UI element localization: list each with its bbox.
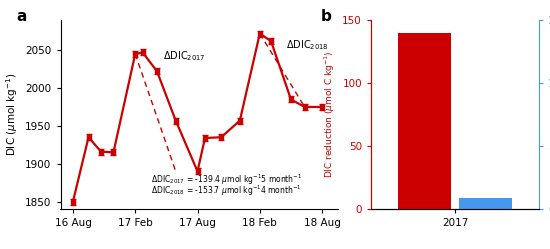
Text: $\Delta$DIC$_{2018}$: $\Delta$DIC$_{2018}$ (286, 39, 329, 53)
Y-axis label: DIC ($\mu$mol kg$^{-1}$): DIC ($\mu$mol kg$^{-1}$) (4, 73, 20, 156)
Text: $\Delta$DIC$_{2017}$ = -139.4 $\mu$mol kg$^{-1}$5 month$^{-1}$: $\Delta$DIC$_{2017}$ = -139.4 $\mu$mol k… (151, 172, 302, 187)
Y-axis label: DIC reduction ($\mu$mol C kg$^{-1}$): DIC reduction ($\mu$mol C kg$^{-1}$) (322, 51, 337, 178)
Text: $\Delta$DIC$_{2017}$: $\Delta$DIC$_{2017}$ (163, 49, 206, 63)
Bar (398, 33, 451, 209)
Text: $\Delta$DIC$_{2018}$ = -153.7 $\mu$mol kg$^{-1}$4 month$^{-1}$: $\Delta$DIC$_{2018}$ = -153.7 $\mu$mol k… (151, 184, 301, 198)
Text: b: b (321, 8, 332, 24)
Text: a: a (16, 8, 26, 24)
Bar (459, 198, 512, 209)
